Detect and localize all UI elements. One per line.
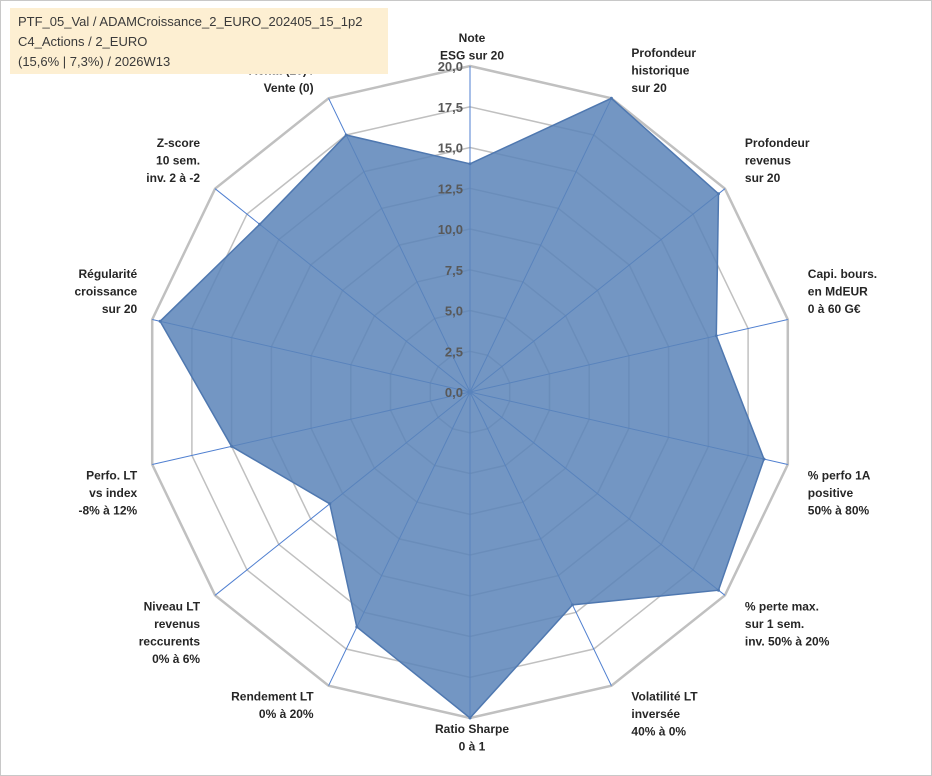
radar-series bbox=[158, 96, 766, 720]
axis-label-line: Ratio Sharpe bbox=[435, 722, 509, 736]
axis-label-line: croissance bbox=[74, 285, 137, 299]
axis-label-line: Régularité bbox=[79, 267, 138, 281]
axis-label-line: sur 1 sem. bbox=[745, 617, 804, 631]
axis-label: Niveau LT revenus reccurents 0% à 6% bbox=[139, 599, 201, 666]
axis-label-line: historique bbox=[631, 63, 689, 77]
axis-label: Profondeur historique sur 20 bbox=[631, 46, 696, 95]
axis-label: Perfo. LT vs index -8% à 12% bbox=[78, 469, 137, 518]
series-point bbox=[355, 625, 359, 629]
axis-label-line: 50% à 80% bbox=[808, 504, 870, 518]
axis-label-line: reccurents bbox=[139, 634, 201, 648]
axis-label: Profondeur revenus sur 20 bbox=[745, 136, 810, 185]
tick-label: 5,0 bbox=[445, 304, 463, 319]
axis-label-line: 0% à 20% bbox=[259, 707, 314, 721]
tick-label: 10,0 bbox=[438, 222, 463, 237]
axis-label: Note ESG sur 20 bbox=[440, 31, 504, 63]
portfolio-path: PTF_05_Val / ADAMCroissance_2_EURO_20240… bbox=[18, 14, 363, 29]
axis-label-line: Capi. bours. bbox=[808, 267, 877, 281]
tick-label: 20,0 bbox=[438, 59, 463, 74]
axis-label: Capi. bours. en MdEUR 0 à 60 G€ bbox=[808, 267, 877, 316]
series-point bbox=[344, 133, 348, 137]
radial-tick-labels: 0,0 2,5 5,0 7,5 10,0 12,5 15,0 17,5 20,0 bbox=[438, 59, 463, 400]
axis-label: Z-score 10 sem. inv. 2 à -2 bbox=[146, 136, 200, 185]
axis-label-line: Profondeur bbox=[631, 46, 696, 60]
axis-label-line: -8% à 12% bbox=[78, 504, 137, 518]
axis-label-line: 0% à 6% bbox=[152, 652, 200, 666]
series-point bbox=[158, 319, 162, 323]
portfolio-category: C4_Actions / 2_EURO bbox=[18, 34, 148, 49]
axis-label-line: inv. 50% à 20% bbox=[745, 634, 830, 648]
series-point bbox=[717, 192, 720, 196]
axis-label-line: positive bbox=[808, 486, 854, 500]
series-point bbox=[230, 444, 234, 448]
axis-label-line: Note bbox=[459, 31, 486, 45]
axis-label-line: vs index bbox=[89, 486, 137, 500]
axis-label-line: Rendement LT bbox=[231, 690, 314, 704]
axis-label-line: % perte max. bbox=[745, 599, 819, 613]
axis-label-line: Perfo. LT bbox=[86, 469, 138, 483]
axis-label-line: 10 sem. bbox=[156, 154, 200, 168]
series-point bbox=[717, 588, 720, 592]
portfolio-stats: (15,6% | 7,3%) / 2026W13 bbox=[18, 54, 171, 69]
series-point bbox=[609, 96, 613, 100]
tick-label: 15,0 bbox=[438, 141, 463, 156]
axis-label-line: Profondeur bbox=[745, 136, 810, 150]
axis-label-line: Z-score bbox=[157, 136, 201, 150]
series-point bbox=[328, 502, 332, 506]
series-point bbox=[468, 716, 472, 720]
series-point bbox=[571, 603, 574, 607]
axis-label-line: ESG sur 20 bbox=[440, 49, 504, 63]
series-point bbox=[762, 457, 766, 461]
axis-label: Régularité croissance sur 20 bbox=[74, 267, 137, 316]
axis-label-line: revenus bbox=[745, 154, 791, 168]
axis-label: % perte max. sur 1 sem. inv. 50% à 20% bbox=[745, 599, 830, 648]
portfolio-info-box: PTF_05_Val / ADAMCroissance_2_EURO_20240… bbox=[10, 8, 388, 74]
axis-label-line: 0 à 1 bbox=[459, 740, 486, 754]
axis-label-line: sur 20 bbox=[102, 302, 138, 316]
tick-label: 12,5 bbox=[438, 181, 463, 196]
axis-label: Rendement LT 0% à 20% bbox=[231, 690, 314, 722]
axis-label-line: revenus bbox=[154, 617, 200, 631]
axis-label-line: inv. 2 à -2 bbox=[146, 171, 200, 185]
tick-label: 2,5 bbox=[445, 344, 463, 359]
axis-label-line: sur 20 bbox=[745, 171, 781, 185]
axis-label-line: Vente (0) bbox=[264, 81, 314, 95]
axis-label: Ratio Sharpe 0 à 1 bbox=[435, 722, 509, 754]
series-point bbox=[714, 334, 718, 338]
axis-label-line: % perfo 1A bbox=[808, 469, 871, 483]
axis-label: Volatilité LT inversée 40% à 0% bbox=[631, 690, 698, 739]
series-point bbox=[468, 162, 472, 166]
series-point bbox=[258, 222, 262, 226]
axis-label-line: Volatilité LT bbox=[631, 690, 698, 704]
axis-label-line: inversée bbox=[631, 707, 680, 721]
tick-label: 0,0 bbox=[445, 385, 463, 400]
axis-label-line: 0 à 60 G€ bbox=[808, 302, 861, 316]
axis-label: % perfo 1A positive 50% à 80% bbox=[808, 469, 871, 518]
axis-label-line: Niveau LT bbox=[144, 599, 201, 613]
axis-label-line: en MdEUR bbox=[808, 285, 868, 299]
tick-label: 7,5 bbox=[445, 263, 463, 278]
tick-label: 17,5 bbox=[438, 100, 463, 115]
axis-label-line: sur 20 bbox=[631, 81, 667, 95]
axis-label-line: 40% à 0% bbox=[631, 725, 686, 739]
